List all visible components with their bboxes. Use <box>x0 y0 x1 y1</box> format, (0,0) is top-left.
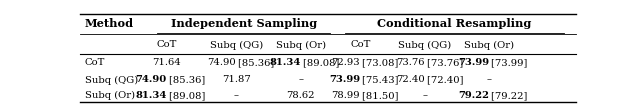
Text: 74.90: 74.90 <box>207 58 236 67</box>
Text: [85.36]: [85.36] <box>236 58 275 67</box>
Text: 81.34: 81.34 <box>269 58 301 67</box>
Text: [89.08]: [89.08] <box>301 58 339 67</box>
Text: 79.22: 79.22 <box>458 91 489 100</box>
Text: [85.36]: [85.36] <box>167 75 205 84</box>
Text: 72.40: 72.40 <box>396 75 425 84</box>
Text: Conditional Resampling: Conditional Resampling <box>378 18 532 29</box>
Text: [73.08]: [73.08] <box>360 58 399 67</box>
Text: [73.76]: [73.76] <box>425 58 463 67</box>
Text: CoT: CoT <box>85 58 106 67</box>
Text: 78.99: 78.99 <box>332 91 360 100</box>
Text: Subq (QG): Subq (QG) <box>210 40 263 50</box>
Text: Subq (QG): Subq (QG) <box>85 75 138 85</box>
Text: [81.50]: [81.50] <box>360 91 399 100</box>
Text: Subq (Or): Subq (Or) <box>464 40 515 50</box>
Text: [79.22]: [79.22] <box>489 91 527 100</box>
Text: –: – <box>486 75 492 84</box>
Text: 74.90: 74.90 <box>136 75 167 84</box>
Text: Independent Sampling: Independent Sampling <box>170 18 317 29</box>
Text: 72.93: 72.93 <box>332 58 360 67</box>
Text: 73.99: 73.99 <box>458 58 489 67</box>
Text: 81.34: 81.34 <box>136 91 167 100</box>
Text: Subq (Or): Subq (Or) <box>85 91 135 100</box>
Text: [89.08]: [89.08] <box>167 91 205 100</box>
Text: 73.99: 73.99 <box>329 75 360 84</box>
Text: Method: Method <box>85 18 134 29</box>
Text: CoT: CoT <box>350 40 371 49</box>
Text: [75.43]: [75.43] <box>360 75 399 84</box>
Text: 73.76: 73.76 <box>396 58 425 67</box>
Text: [73.99]: [73.99] <box>489 58 527 67</box>
Text: –: – <box>422 91 428 100</box>
Text: CoT: CoT <box>157 40 177 49</box>
Text: Subq (Or): Subq (Or) <box>276 40 326 50</box>
Text: 71.87: 71.87 <box>222 75 251 84</box>
Text: –: – <box>298 75 303 84</box>
Text: [72.40]: [72.40] <box>425 75 463 84</box>
Text: –: – <box>234 91 239 100</box>
Text: 78.62: 78.62 <box>287 91 315 100</box>
Text: Subq (QG): Subq (QG) <box>398 40 451 50</box>
Text: 71.64: 71.64 <box>152 58 181 67</box>
